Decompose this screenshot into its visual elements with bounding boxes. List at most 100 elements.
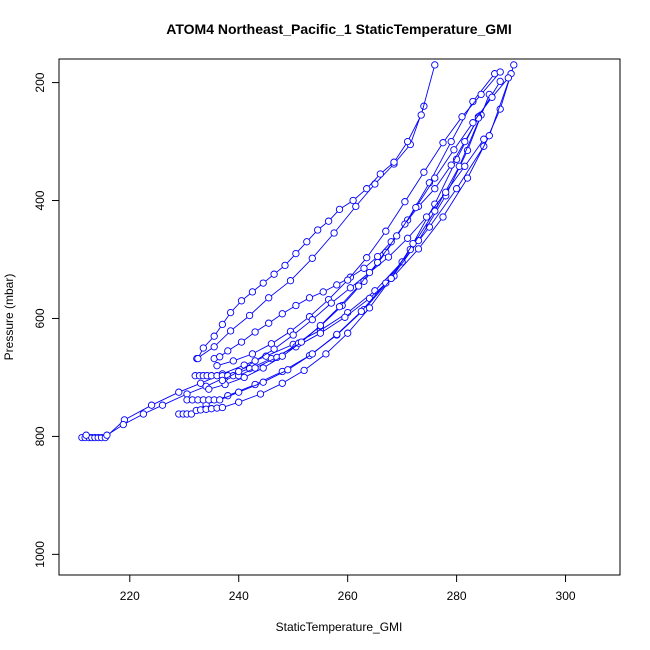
data-point xyxy=(292,301,300,310)
data-point xyxy=(504,74,512,82)
y-axis: 200 400 600 800 1000 xyxy=(33,72,60,568)
y-tick-label: 400 xyxy=(33,190,47,210)
data-point xyxy=(373,258,382,267)
data-point xyxy=(218,320,227,329)
data-point xyxy=(376,170,384,178)
data-point xyxy=(461,162,469,170)
data-point xyxy=(463,174,472,182)
chart-title: ATOM4 Northeast_Pacific_1 StaticTemperat… xyxy=(166,21,511,37)
data-point xyxy=(103,431,111,439)
data-point xyxy=(289,331,297,339)
data-point xyxy=(422,213,431,221)
series-7 xyxy=(194,61,439,363)
data-point xyxy=(450,146,458,154)
data-point xyxy=(218,403,227,412)
data-point xyxy=(458,113,466,121)
data-point xyxy=(237,338,246,346)
data-point xyxy=(303,238,311,246)
data-point xyxy=(403,234,412,242)
data-point xyxy=(412,203,420,212)
data-point xyxy=(335,303,344,311)
y-tick-label: 800 xyxy=(33,426,47,446)
data-point xyxy=(248,288,257,296)
data-point xyxy=(259,364,267,372)
data-point xyxy=(226,327,235,335)
data-point xyxy=(382,227,390,235)
x-tick-label: 280 xyxy=(447,589,467,603)
data-point xyxy=(393,232,401,240)
data-point xyxy=(235,367,243,376)
series-11 xyxy=(205,74,512,393)
data-point xyxy=(387,274,395,283)
data-point xyxy=(477,90,485,99)
y-axis-label: Pressure (mbar) xyxy=(2,274,16,361)
data-point xyxy=(194,354,202,363)
data-point xyxy=(352,202,360,211)
data-point xyxy=(235,398,243,406)
data-point xyxy=(360,277,368,285)
data-point xyxy=(183,390,191,398)
data-point xyxy=(316,321,325,330)
data-point xyxy=(360,264,368,272)
data-point xyxy=(420,168,428,176)
data-point xyxy=(270,270,278,278)
data-point xyxy=(387,238,395,246)
data-point xyxy=(278,379,286,387)
series-line xyxy=(195,73,496,377)
data-point xyxy=(488,93,496,101)
data-point xyxy=(175,388,183,396)
data-point xyxy=(335,205,344,214)
data-point xyxy=(431,200,439,208)
data-point xyxy=(322,350,330,358)
data-point xyxy=(417,111,425,119)
series-4 xyxy=(183,111,485,404)
data-point xyxy=(196,379,205,387)
data-point xyxy=(251,328,259,336)
x-tick-label: 260 xyxy=(338,589,358,603)
data-point xyxy=(349,196,357,205)
data-point xyxy=(496,68,504,76)
data-point xyxy=(284,366,292,374)
data-point xyxy=(119,420,127,429)
data-point xyxy=(292,249,300,258)
series-line xyxy=(187,114,482,401)
series-6 xyxy=(193,102,428,363)
data-point xyxy=(248,350,257,358)
data-point xyxy=(316,329,325,337)
data-point xyxy=(363,254,371,262)
data-point xyxy=(286,277,295,285)
data-point xyxy=(210,332,218,340)
y-tick-label: 1000 xyxy=(33,541,47,568)
data-point xyxy=(363,185,371,193)
data-point xyxy=(447,137,455,146)
series-line xyxy=(208,77,509,390)
data-point xyxy=(281,261,289,270)
y-tick-label: 200 xyxy=(33,72,47,92)
data-point xyxy=(319,288,327,296)
plot-area xyxy=(58,58,621,576)
data-point xyxy=(251,364,259,372)
data-point xyxy=(278,310,286,318)
data-point xyxy=(324,217,333,225)
data-point xyxy=(199,344,207,352)
data-point xyxy=(371,180,379,188)
data-point xyxy=(341,313,349,321)
data-point xyxy=(357,307,365,316)
data-point xyxy=(314,226,322,234)
data-point xyxy=(297,338,306,346)
data-point xyxy=(330,229,338,237)
data-point xyxy=(158,401,167,409)
data-point xyxy=(447,161,455,169)
data-point xyxy=(344,329,352,337)
data-point xyxy=(205,385,213,393)
series-9 xyxy=(210,114,483,363)
data-point xyxy=(308,254,316,262)
data-point xyxy=(344,276,352,284)
data-point xyxy=(403,137,412,146)
data-point xyxy=(365,304,374,312)
data-point xyxy=(409,239,417,248)
data-point xyxy=(218,376,227,385)
data-point xyxy=(308,350,316,358)
data-point xyxy=(216,353,224,361)
